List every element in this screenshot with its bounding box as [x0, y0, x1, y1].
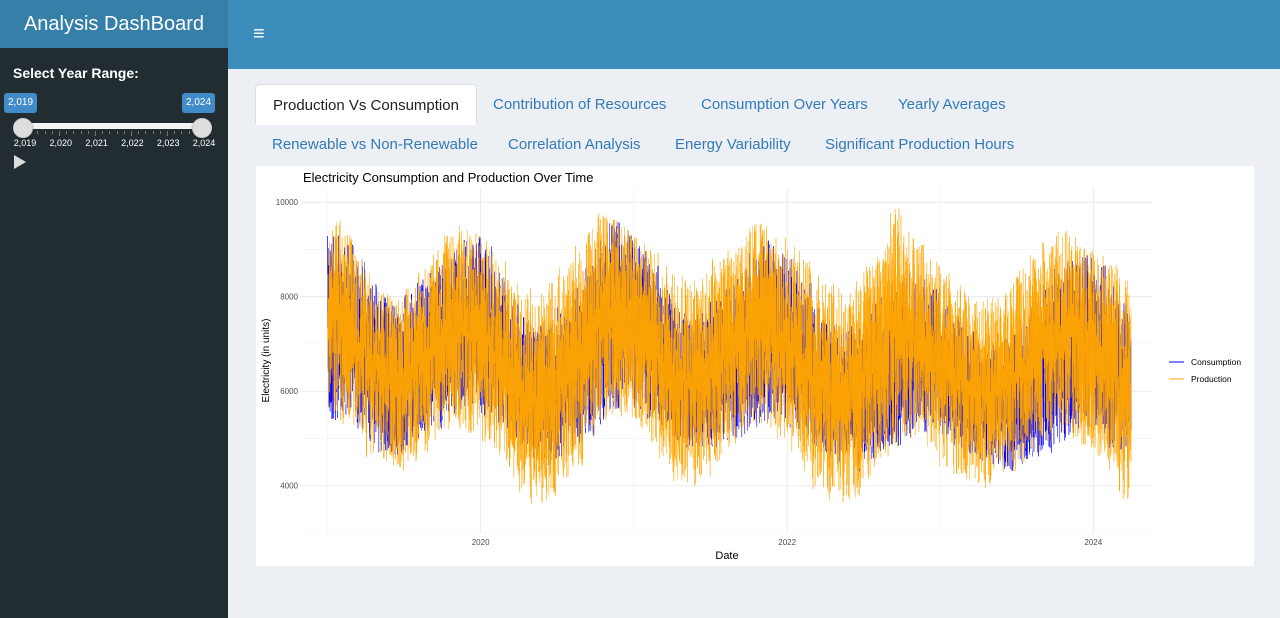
- slider-tick: [80, 131, 82, 134]
- slider-to-handle[interactable]: [192, 118, 212, 138]
- tab-contribution-of-resources[interactable]: Contribution of Resources: [493, 96, 667, 113]
- tab-production-vs-consumption[interactable]: Production Vs Consumption: [255, 84, 477, 125]
- slider-tick-label: 2,023: [156, 138, 180, 148]
- legend-label-consumption: Consumption: [1191, 357, 1241, 367]
- tab-yearly-averages[interactable]: Yearly Averages: [898, 96, 1006, 113]
- sidebar: Analysis DashBoard Select Year Range: 2,…: [0, 0, 228, 618]
- series-line-production: [327, 208, 1132, 505]
- slider-tick: [145, 131, 147, 134]
- play-icon[interactable]: [14, 155, 26, 169]
- y-tick-label: 10000: [276, 198, 299, 207]
- tab-energy-variability[interactable]: Energy Variability: [675, 136, 791, 153]
- slider-tick: [123, 131, 125, 134]
- slider-tick: [102, 131, 104, 134]
- legend-label-production: Production: [1191, 374, 1232, 384]
- slider-tick-label: 2,024: [192, 138, 216, 148]
- slider-tick: [109, 131, 111, 134]
- y-tick-label: 4000: [280, 482, 298, 491]
- top-header: ≡: [228, 0, 1280, 69]
- slider-tick: [188, 131, 190, 134]
- y-axis-label: Electricity (in units): [261, 319, 272, 403]
- slider-tick: [152, 131, 154, 134]
- slider-from-handle[interactable]: [13, 118, 33, 138]
- slider-tick-label: 2,022: [121, 138, 144, 148]
- y-tick-label: 6000: [280, 387, 298, 396]
- tab-correlation-analysis[interactable]: Correlation Analysis: [508, 136, 641, 153]
- slider-tick: [95, 131, 96, 136]
- slider-tick: [131, 131, 132, 136]
- tab-renewable-vs-non-renewable[interactable]: Renewable vs Non-Renewable: [272, 136, 478, 153]
- slider-min-value: 2,019: [4, 93, 38, 113]
- chart-title: Electricity Consumption and Production O…: [303, 170, 593, 185]
- consumption-production-chart: 4000 6000 8000 10000 2020 2022 2024 Electricity…: [261, 170, 1241, 562]
- y-tick-label: 8000: [280, 293, 298, 302]
- slider-tick: [37, 131, 39, 134]
- slider-tick: [167, 131, 168, 136]
- tab-significant-production-hours[interactable]: Significant Production Hours: [825, 136, 1015, 153]
- x-axis-label: Date: [715, 550, 738, 562]
- year-range-slider[interactable]: 2,019 2,024 2,019 2,020 2,021 2,022 2,023 2,0…: [0, 93, 228, 153]
- slider-tick: [44, 131, 46, 134]
- slider-tickmarks: [23, 131, 204, 137]
- app-title: Analysis DashBoard: [0, 0, 228, 48]
- slider-max-value: 2,024: [182, 93, 216, 113]
- plot-panel: 4000 6000 8000 10000 2020 2022 2024 Electricity…: [256, 166, 1254, 566]
- slider-tick: [174, 131, 176, 134]
- slider-tick-label: 2,019: [13, 138, 37, 148]
- year-range-label: Select Year Range:: [13, 65, 139, 81]
- slider-tick: [138, 131, 140, 134]
- slider-selected-range: [23, 123, 203, 129]
- x-tick-label: 2020: [472, 538, 490, 547]
- slider-tick: [87, 131, 89, 134]
- slider-tick: [59, 131, 60, 136]
- x-tick-label: 2024: [1084, 538, 1102, 547]
- slider-tick: [73, 131, 75, 134]
- hamburger-icon[interactable]: ≡: [253, 23, 265, 45]
- slider-tick: [116, 131, 118, 134]
- tab-consumption-over-years[interactable]: Consumption Over Years: [701, 96, 868, 113]
- slider-tick: [51, 131, 53, 134]
- slider-tick: [66, 131, 68, 134]
- x-tick-label: 2022: [778, 538, 796, 547]
- slider-tick: [159, 131, 161, 134]
- slider-tick-label: 2,021: [85, 138, 108, 148]
- slider-tick: [181, 131, 183, 134]
- slider-tick-label: 2,020: [49, 138, 73, 148]
